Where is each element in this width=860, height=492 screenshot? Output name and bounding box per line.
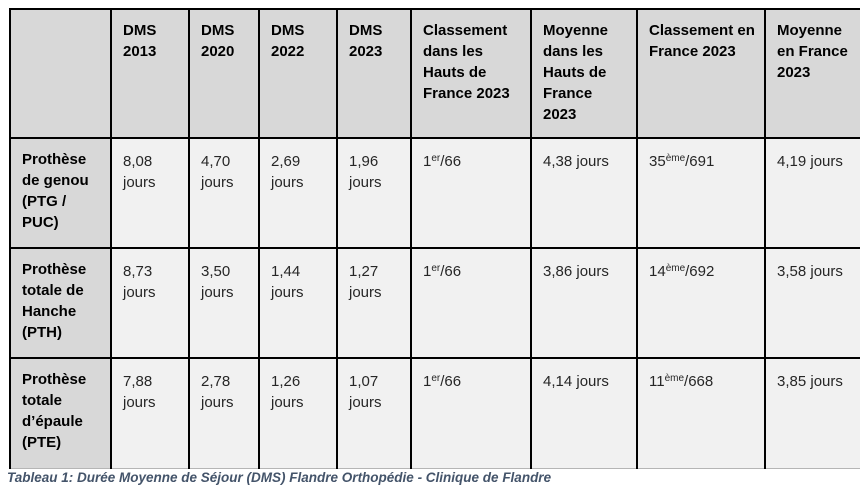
rank-ordinal-suffix: ème <box>665 153 686 164</box>
rank-ordinal-suffix: ème <box>665 263 686 274</box>
dms-2020-value: 4,70 jours <box>188 137 260 249</box>
table-caption: Tableau 1: Durée Moyenne de Séjour (DMS)… <box>7 470 552 485</box>
row-label-pte: Prothèse totale d’épaule (PTE) <box>9 357 112 469</box>
table-row-pth: Prothèse totale de Hanche (PTH) 8,73 jou… <box>9 247 860 359</box>
classement-hdf-value: 1er/66 <box>410 247 532 359</box>
rank-ordinal-suffix: er <box>431 373 441 384</box>
rank-number: 35 <box>649 153 666 170</box>
dms-2022-value: 2,69 jours <box>258 137 338 249</box>
column-header-dms-2020: DMS 2020 <box>188 8 260 139</box>
column-header-dms-2013: DMS 2013 <box>110 8 190 139</box>
dms-2023-value: 1,96 jours <box>336 137 412 249</box>
table-row-ptg-puc: Prothèse de genou (PTG / PUC) 8,08 jours… <box>9 137 860 249</box>
dms-2022-value: 1,26 jours <box>258 357 338 469</box>
moyenne-hdf-value: 4,14 jours <box>530 357 638 469</box>
moyenne-france-value: 3,85 jours <box>764 357 860 469</box>
rank-ordinal-suffix: ème <box>664 373 685 384</box>
column-header-moyenne-hdf: Moyenne dans les Hauts de France 2023 <box>530 8 638 139</box>
dms-2013-value: 7,88 jours <box>110 357 190 469</box>
rank-ordinal-suffix: er <box>431 153 441 164</box>
rank-number: 1 <box>423 153 432 170</box>
dms-2023-value: 1,27 jours <box>336 247 412 359</box>
header-row: DMS 2013 DMS 2020 DMS 2022 DMS 2023 Clas… <box>9 8 860 139</box>
table-row-pte: Prothèse totale d’épaule (PTE) 7,88 jour… <box>9 357 860 469</box>
row-label-ptg-puc: Prothèse de genou (PTG / PUC) <box>9 137 112 249</box>
rank-total: /692 <box>685 263 715 280</box>
dms-2023-value: 1,07 jours <box>336 357 412 469</box>
rank-total: /691 <box>685 153 715 170</box>
dms-table: DMS 2013 DMS 2020 DMS 2022 DMS 2023 Clas… <box>9 8 860 469</box>
dms-2022-value: 1,44 jours <box>258 247 338 359</box>
dms-2013-value: 8,08 jours <box>110 137 190 249</box>
rank-total: /66 <box>440 263 462 280</box>
corner-header-cell <box>9 8 112 139</box>
column-header-dms-2023: DMS 2023 <box>336 8 412 139</box>
column-header-classement-hdf: Classement dans les Hauts de France 2023 <box>410 8 532 139</box>
classement-france-value: 35ème/691 <box>636 137 766 249</box>
moyenne-hdf-value: 4,38 jours <box>530 137 638 249</box>
moyenne-france-value: 3,58 jours <box>764 247 860 359</box>
moyenne-france-value: 4,19 jours <box>764 137 860 249</box>
column-header-moyenne-france: Moyenne en France 2023 <box>764 8 860 139</box>
column-header-dms-2022: DMS 2022 <box>258 8 338 139</box>
dms-table-container: DMS 2013 DMS 2020 DMS 2022 DMS 2023 Clas… <box>9 8 860 469</box>
row-label-pth: Prothèse totale de Hanche (PTH) <box>9 247 112 359</box>
dms-2013-value: 8,73 jours <box>110 247 190 359</box>
dms-2020-value: 2,78 jours <box>188 357 260 469</box>
classement-hdf-value: 1er/66 <box>410 357 532 469</box>
classement-france-value: 11ème/668 <box>636 357 766 469</box>
rank-total: /66 <box>440 153 462 170</box>
column-header-classement-france: Classement en France 2023 <box>636 8 766 139</box>
moyenne-hdf-value: 3,86 jours <box>530 247 638 359</box>
rank-number: 14 <box>649 263 666 280</box>
dms-2020-value: 3,50 jours <box>188 247 260 359</box>
rank-ordinal-suffix: er <box>431 263 441 274</box>
rank-total: /668 <box>684 373 714 390</box>
classement-hdf-value: 1er/66 <box>410 137 532 249</box>
rank-number: 1 <box>423 373 432 390</box>
rank-total: /66 <box>440 373 462 390</box>
rank-number: 1 <box>423 263 432 280</box>
rank-number: 11 <box>649 373 665 390</box>
classement-france-value: 14ème/692 <box>636 247 766 359</box>
